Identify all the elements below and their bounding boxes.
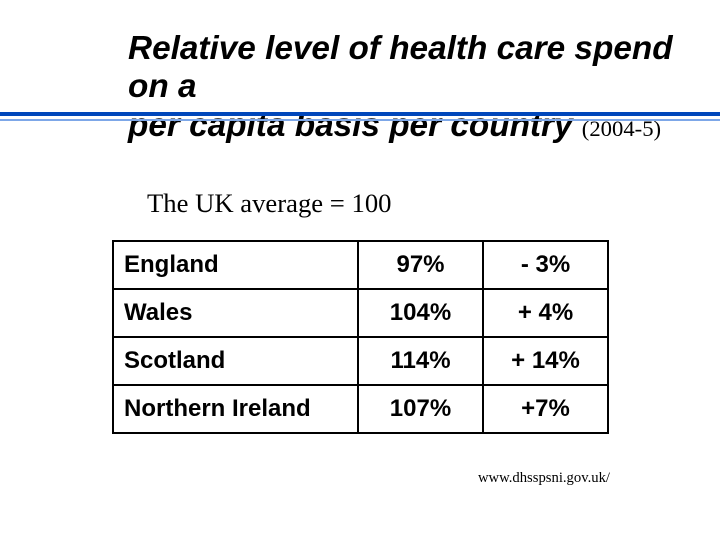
cell-delta: - 3% — [483, 241, 608, 289]
table-row: England 97% - 3% — [113, 241, 608, 289]
cell-country: Wales — [113, 289, 358, 337]
cell-delta: +7% — [483, 385, 608, 433]
cell-index: 114% — [358, 337, 483, 385]
table-row: Scotland 114% + 14% — [113, 337, 608, 385]
table-row: Wales 104% + 4% — [113, 289, 608, 337]
cell-country: Northern Ireland — [113, 385, 358, 433]
cell-country: England — [113, 241, 358, 289]
cell-index: 97% — [358, 241, 483, 289]
cell-index: 107% — [358, 385, 483, 433]
data-table: England 97% - 3% Wales 104% + 4% Scotlan… — [112, 240, 609, 434]
cell-index: 104% — [358, 289, 483, 337]
title-block: Relative level of health care spend on a… — [128, 30, 688, 145]
slide: Relative level of health care spend on a… — [0, 0, 720, 540]
underline-thin — [0, 119, 720, 121]
table-row: Northern Ireland 107% +7% — [113, 385, 608, 433]
title-line-1: Relative level of health care spend on a — [128, 30, 673, 105]
footer-url: www.dhsspsni.gov.uk/ — [478, 470, 610, 487]
cell-country: Scotland — [113, 337, 358, 385]
underline-thick — [0, 112, 720, 116]
subtitle: The UK average = 100 — [147, 188, 391, 219]
cell-delta: + 14% — [483, 337, 608, 385]
cell-delta: + 4% — [483, 289, 608, 337]
